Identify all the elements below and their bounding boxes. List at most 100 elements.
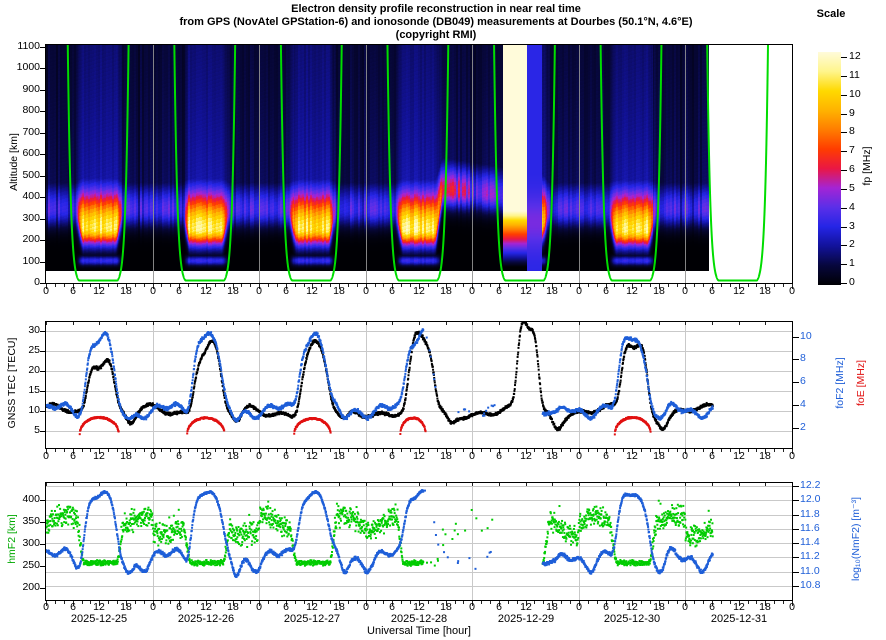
tick-mark	[40, 500, 46, 501]
hour-label: 0	[576, 450, 582, 462]
tick-label: 12.2	[800, 479, 821, 491]
tick-label: 400	[22, 493, 40, 505]
hour-label: 0	[43, 601, 49, 613]
tick-mark	[40, 566, 46, 567]
hour-label: 12	[520, 601, 532, 613]
tec-fof2-foe-plot	[46, 322, 792, 448]
hour-label: 12	[306, 285, 318, 297]
hour-label: 6	[389, 450, 395, 462]
tick-label: 1000	[16, 61, 40, 73]
date-label: 2025-12-26	[177, 613, 235, 625]
hour-label: 6	[283, 450, 289, 462]
hour-label: 0	[789, 601, 795, 613]
tick-mark	[40, 544, 46, 545]
hour-label: 0	[43, 285, 49, 297]
hour-label: 6	[709, 601, 715, 613]
tick-mark	[793, 572, 799, 573]
tick-mark	[793, 337, 799, 338]
hour-label: 0	[469, 601, 475, 613]
tick-mark	[40, 154, 46, 155]
tick-label: 0	[849, 276, 855, 288]
hour-label: 18	[227, 285, 239, 297]
hour-label: 6	[176, 601, 182, 613]
hour-label: 6	[709, 450, 715, 462]
hour-label: 12	[200, 450, 212, 462]
tick-label: 5	[849, 182, 855, 194]
tick-mark	[793, 405, 799, 406]
tick-mark	[793, 500, 799, 501]
hour-label: 0	[469, 450, 475, 462]
tick-label: 500	[22, 169, 40, 181]
tec-xaxis-ticks	[46, 449, 793, 455]
tick-mark	[841, 227, 847, 228]
tick-label: 4	[800, 398, 806, 410]
hour-label: 12	[413, 285, 425, 297]
tick-mark	[841, 264, 847, 265]
tick-label: 400	[22, 190, 40, 202]
date-label: 2025-12-27	[283, 613, 341, 625]
tick-label: 200	[22, 233, 40, 245]
tick-label: 12	[849, 50, 861, 62]
tick-label: 350	[22, 515, 40, 527]
tick-mark	[793, 529, 799, 530]
hour-label: 12	[200, 285, 212, 297]
hour-label: 12	[306, 450, 318, 462]
hour-label: 18	[653, 601, 665, 613]
tick-label: 600	[22, 147, 40, 159]
hour-label: 0	[789, 450, 795, 462]
hour-label: 18	[440, 450, 452, 462]
hour-label: 18	[333, 450, 345, 462]
hour-label: 18	[227, 450, 239, 462]
hour-label: 0	[576, 601, 582, 613]
hour-label: 18	[759, 450, 771, 462]
hour-label: 12	[626, 285, 638, 297]
tick-label: 250	[22, 559, 40, 571]
hour-label: 12	[200, 601, 212, 613]
tick-label: 9	[849, 107, 855, 119]
tick-mark	[40, 371, 46, 372]
tick-mark	[793, 359, 799, 360]
colorbar-title: Scale	[816, 8, 846, 20]
tick-label: 12.0	[800, 493, 821, 505]
hour-label: 12	[733, 601, 745, 613]
hmf2-nmf2-plot	[46, 483, 792, 600]
tick-label: 8	[800, 352, 806, 364]
hour-label: 18	[546, 450, 558, 462]
tick-mark	[841, 283, 847, 284]
tick-mark	[40, 391, 46, 392]
hour-label: 18	[333, 601, 345, 613]
tick-label: 30	[28, 324, 40, 336]
tick-mark	[841, 208, 847, 209]
hour-label: 0	[256, 285, 262, 297]
hour-label: 18	[440, 601, 452, 613]
hour-label: 18	[759, 285, 771, 297]
tick-label: 20	[28, 364, 40, 376]
tick-label: 1	[849, 257, 855, 269]
tick-mark	[841, 76, 847, 77]
hour-label: 18	[120, 601, 132, 613]
hour-label: 0	[682, 285, 688, 297]
hour-label: 0	[256, 601, 262, 613]
tick-label: 15	[28, 384, 40, 396]
hour-label: 12	[626, 601, 638, 613]
tick-mark	[40, 588, 46, 589]
tick-label: 0	[34, 276, 40, 288]
profile-xaxis-ticks	[46, 284, 793, 290]
hour-label: 0	[256, 450, 262, 462]
hour-label: 6	[389, 285, 395, 297]
hour-label: 18	[653, 450, 665, 462]
hour-label: 12	[733, 285, 745, 297]
tick-mark	[40, 283, 46, 284]
tick-label: 900	[22, 83, 40, 95]
hour-label: 0	[150, 285, 156, 297]
tick-mark	[841, 95, 847, 96]
hour-label: 12	[93, 450, 105, 462]
tick-label: 11.4	[800, 536, 820, 548]
date-label: 2025-12-31	[710, 613, 768, 625]
tick-label: 200	[22, 581, 40, 593]
hour-label: 6	[709, 285, 715, 297]
hour-label: 18	[120, 450, 132, 462]
tick-label: 4	[849, 201, 855, 213]
hour-label: 12	[306, 601, 318, 613]
